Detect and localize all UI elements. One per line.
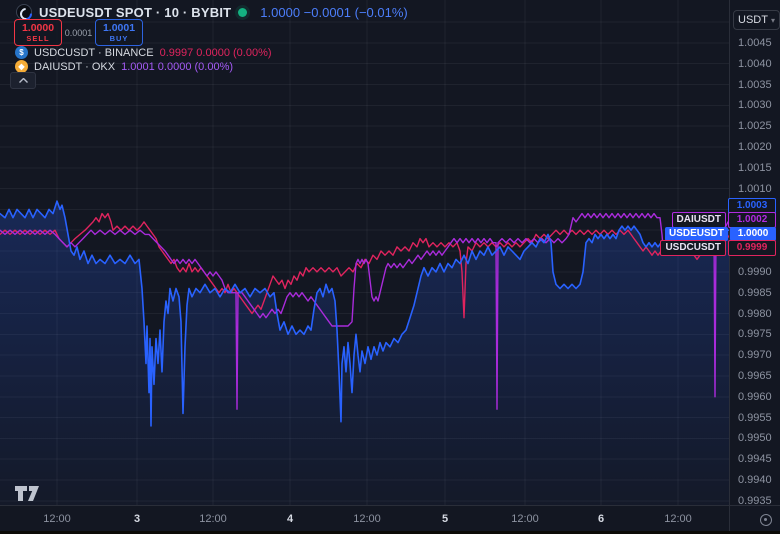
price-axis-label: 1.0045: [738, 36, 772, 49]
price-axis-label: 0.9990: [738, 265, 772, 278]
price-axis[interactable]: 1.00501.00451.00401.00351.00301.00251.00…: [730, 0, 780, 507]
time-axis-label: 3: [133, 513, 141, 525]
price-axis-label: 0.9965: [738, 369, 772, 382]
price-axis-label: 1.0010: [738, 182, 772, 195]
target-icon: [760, 514, 772, 526]
price-axis-label: 0.9995: [738, 245, 772, 257]
buy-label: BUY: [109, 34, 129, 43]
compare-change: 1.0001 0.0000 (0.00%): [121, 60, 234, 73]
price-axis-label: 0.9940: [738, 474, 772, 486]
series-usdcusdt-line: [0, 212, 731, 319]
currency-unit-button[interactable]: USDT ▾: [733, 10, 780, 30]
compare-row-daiusdt[interactable]: ◆ DAIUSDT · OKX 1.0001 0.0000 (0.00%): [15, 60, 233, 73]
buy-button[interactable]: 1.0001 BUY: [95, 19, 143, 46]
price-axis-label: 0.9970: [738, 349, 772, 362]
time-axis-separator: [0, 505, 780, 506]
price-axis-label: 1.0030: [738, 99, 772, 112]
price-axis-label: 1.0035: [738, 78, 772, 91]
time-axis-label: 5: [441, 513, 449, 525]
price-axis-label: 0.9985: [738, 286, 772, 299]
usdc-coin-icon: $: [15, 46, 28, 59]
price-axis-label: 1.0015: [738, 161, 772, 174]
series-usdeusdt-line: [0, 200, 731, 427]
time-axis-label: 6: [597, 513, 605, 525]
price-axis-label: 0.9945: [738, 453, 772, 466]
legend-collapse-button[interactable]: [10, 72, 36, 89]
price-change: 1.0000 −0.0001 (−0.01%): [260, 4, 408, 20]
time-axis-label: 4: [286, 513, 294, 525]
price-axis-label: 1.0040: [738, 57, 772, 70]
trade-buttons: 1.0000 SELL 0.0001 1.0001 BUY: [14, 19, 143, 46]
usdeusdt-area-fill: [0, 201, 730, 505]
series-daiusdt-line: [0, 212, 731, 410]
price-axis-label: 0.9955: [738, 411, 772, 424]
spread-value: 0.0001: [64, 27, 93, 38]
time-axis-label: 12:00: [353, 513, 381, 525]
sell-label: SELL: [26, 34, 50, 43]
currency-unit-label: USDT: [738, 14, 768, 26]
price-axis-label: 0.9960: [738, 390, 772, 403]
usde-coin-icon: [16, 4, 32, 20]
price-axis-label: 0.9975: [738, 328, 772, 341]
time-axis-label: 12:00: [199, 513, 227, 525]
time-axis-label: 12:00: [511, 513, 539, 525]
time-axis-label: 12:00: [664, 513, 692, 525]
chart-legend-header: USDEUSDT SPOT · 10 · BYBIT 1.0000 −0.000…: [16, 4, 408, 20]
dai-coin-icon: ◆: [15, 60, 28, 73]
compare-symbol[interactable]: USDCUSDT · BINANCE: [34, 46, 154, 59]
price-axis-label: 0.9950: [738, 432, 772, 445]
price-axis-label: 0.9980: [738, 307, 772, 320]
time-axis-label: 12:00: [43, 513, 71, 525]
buy-price: 1.0001: [102, 21, 136, 34]
tradingview-logo[interactable]: [14, 485, 44, 507]
symbol-title[interactable]: USDEUSDT SPOT · 10 · BYBIT: [39, 4, 232, 20]
axis-settings-button[interactable]: [758, 512, 774, 528]
window-bottom-edge: [0, 531, 780, 534]
chevron-up-icon: [18, 78, 28, 83]
compare-row-usdcusdt[interactable]: $ USDCUSDT · BINANCE 0.9997 0.0000 (0.00…: [15, 46, 272, 59]
chevron-down-icon: ▾: [770, 15, 775, 25]
price-axis-label: 1.0020: [738, 141, 772, 153]
price-axis-separator: [729, 0, 730, 534]
compare-symbol[interactable]: DAIUSDT · OKX: [34, 60, 116, 73]
price-axis-label: 1.0025: [738, 120, 772, 133]
tradingview-logo-icon: [15, 486, 39, 501]
sell-price: 1.0000: [21, 21, 55, 34]
market-status-icon[interactable]: [238, 7, 248, 17]
compare-change: 0.9997 0.0000 (0.00%): [159, 46, 272, 59]
time-axis[interactable]: 12:00 3 12:00 4 12:00 5 12:00 6 12:00: [0, 506, 730, 534]
price-axis-label: 0.9935: [738, 494, 772, 507]
sell-button[interactable]: 1.0000 SELL: [14, 19, 62, 46]
